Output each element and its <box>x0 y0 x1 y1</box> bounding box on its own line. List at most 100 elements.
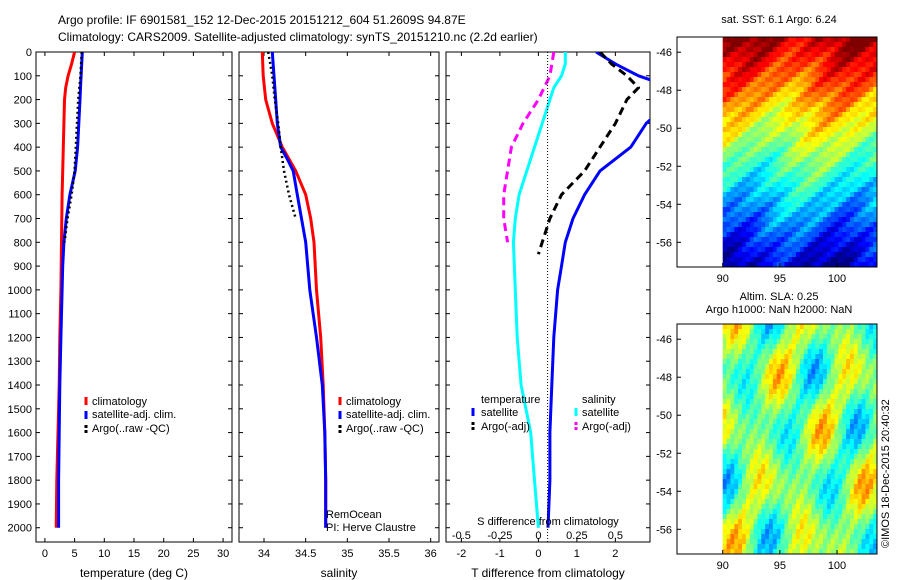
heatmap-cell <box>846 72 851 78</box>
heatmap-cell <box>796 499 801 505</box>
heatmap-cell <box>730 92 735 98</box>
heatmap-cell <box>869 429 874 435</box>
x-tick-label: 30 <box>217 548 229 560</box>
heatmap-cell <box>784 474 789 480</box>
heatmap-cell <box>826 147 832 153</box>
heatmap-cell <box>780 157 785 163</box>
heatmap-cell <box>865 399 870 405</box>
heatmap-cell <box>815 82 820 88</box>
depth-tick-label: 1600 <box>8 428 32 440</box>
heatmap-cell <box>749 409 754 415</box>
heatmap-cell <box>765 339 770 345</box>
heatmap-cell <box>796 217 801 223</box>
heatmap-cell <box>826 534 832 540</box>
heatmap-cell <box>726 534 731 540</box>
heatmap-cell <box>722 429 727 435</box>
heatmap-cell <box>834 82 839 88</box>
heatmap-cell <box>738 192 743 198</box>
heatmap-cell <box>753 157 758 163</box>
heatmap-cell <box>869 242 874 248</box>
heatmap-cell <box>792 329 797 335</box>
heatmap-cell <box>861 37 866 43</box>
heatmap-cell <box>726 429 731 435</box>
heatmap-cell <box>726 459 731 465</box>
heatmap-cell <box>865 449 870 455</box>
heatmap-cell <box>784 479 789 485</box>
heatmap-cell <box>803 77 808 83</box>
heatmap-cell <box>761 364 766 370</box>
heatmap-cell <box>807 257 812 263</box>
heatmap-cell <box>749 434 754 440</box>
heatmap-cell <box>722 112 727 118</box>
heatmap-cell <box>823 222 828 228</box>
heatmap-cell <box>726 127 731 133</box>
heatmap-cell <box>792 132 797 138</box>
heatmap-cell <box>792 167 797 173</box>
heatmap-cell <box>738 339 743 345</box>
heatmap-cell <box>850 549 855 555</box>
heatmap-cell <box>826 549 832 555</box>
heatmap-cell <box>857 77 862 83</box>
heatmap-cell <box>803 232 808 238</box>
x-tick-label: 1 <box>574 548 580 560</box>
heatmap-cell <box>842 389 847 395</box>
heatmap-cell <box>846 414 851 420</box>
heatmap-cell <box>749 444 754 450</box>
heatmap-cell <box>811 142 816 148</box>
heatmap-cell <box>819 122 824 128</box>
heatmap-cell <box>730 162 735 168</box>
heatmap-cell <box>761 207 766 213</box>
heatmap-cell <box>769 519 774 525</box>
heatmap-cell <box>784 132 789 138</box>
heatmap-cell <box>749 152 754 158</box>
heatmap-cell <box>765 489 770 495</box>
heatmap-cell <box>788 449 793 455</box>
heatmap-cell <box>761 499 766 505</box>
heatmap-cell <box>788 82 793 88</box>
heatmap-cell <box>842 334 847 340</box>
heatmap-cell <box>853 157 859 163</box>
heatmap-cell <box>819 344 824 350</box>
heatmap-cell <box>734 157 739 163</box>
heatmap-cell <box>734 252 739 258</box>
heatmap-cell <box>803 187 808 193</box>
heatmap-cell <box>784 232 789 238</box>
heatmap-cell <box>853 534 859 540</box>
heatmap-cell <box>757 529 762 535</box>
heatmap-cell <box>834 87 839 93</box>
heatmap-cell <box>722 474 727 480</box>
heatmap-cell <box>769 187 774 193</box>
heatmap-cell <box>826 439 832 445</box>
heatmap-cell <box>838 529 843 535</box>
heatmap-cell <box>788 122 793 128</box>
heatmap-cell <box>823 479 828 485</box>
heatmap-cell <box>857 252 862 258</box>
heatmap-cell <box>742 519 747 525</box>
heatmap-cell <box>761 534 766 540</box>
heatmap-cell <box>742 429 747 435</box>
heatmap-cell <box>811 429 816 435</box>
heatmap-cell <box>780 227 785 233</box>
heatmap-cell <box>853 177 859 183</box>
heatmap-cell <box>823 212 828 218</box>
heatmap-cell <box>869 404 874 410</box>
heatmap-cell <box>857 434 862 440</box>
heatmap-cell <box>749 344 754 350</box>
heatmap-cell <box>807 242 812 248</box>
heatmap-cell <box>869 504 874 510</box>
heatmap-cell <box>780 389 785 395</box>
heatmap-cell <box>769 389 774 395</box>
heatmap-cell <box>788 92 793 98</box>
heatmap-cell <box>799 212 805 218</box>
heatmap-cell <box>811 444 816 450</box>
map-border <box>676 323 878 555</box>
heatmap-cell <box>807 227 812 233</box>
heatmap-cell <box>807 177 812 183</box>
heatmap-cell <box>850 202 855 208</box>
heatmap-cell <box>753 419 758 425</box>
heatmap-cell <box>811 379 816 385</box>
heatmap-cell <box>853 349 859 355</box>
heatmap-cell <box>815 469 820 475</box>
heatmap-cell <box>799 349 805 355</box>
heatmap-cell <box>819 369 824 375</box>
